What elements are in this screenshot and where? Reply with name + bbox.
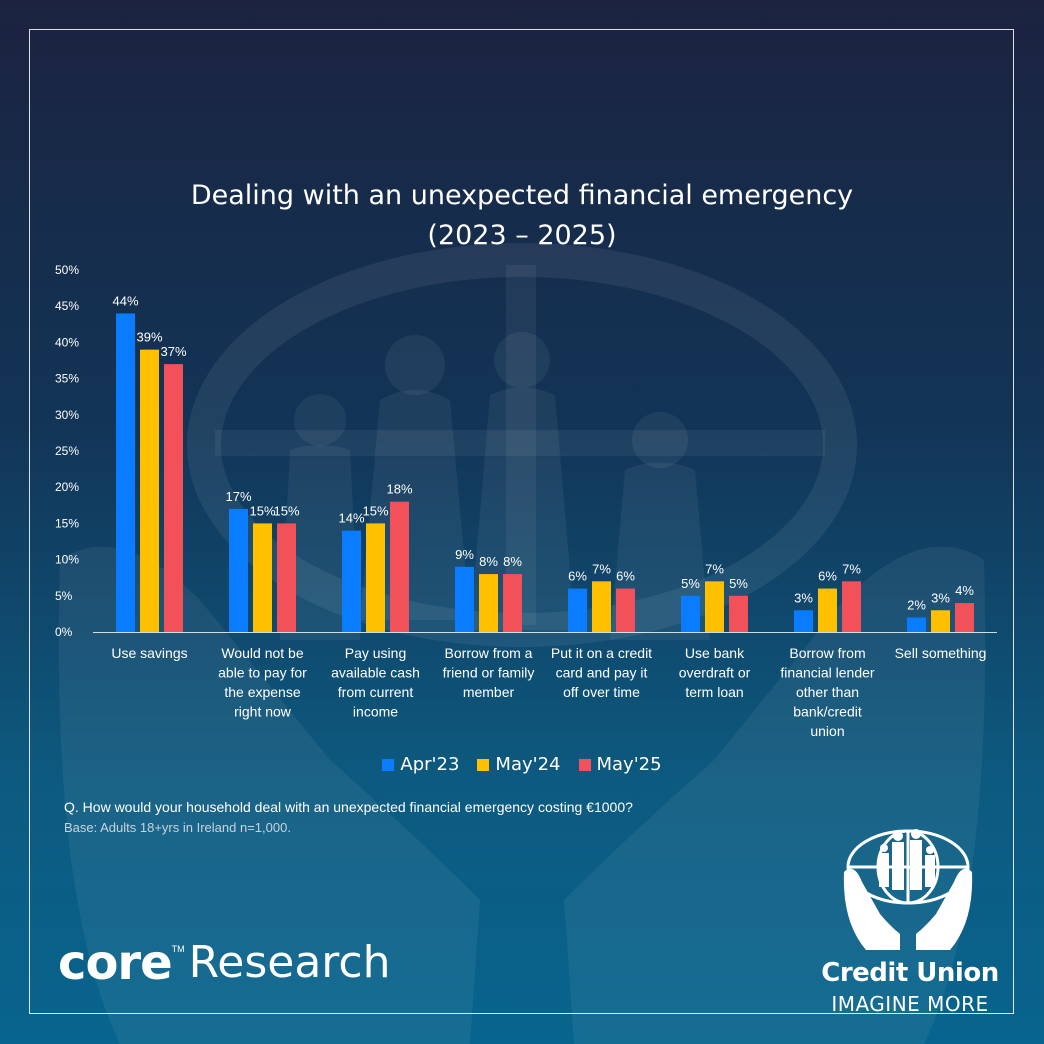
legend-swatch-may25 bbox=[578, 758, 591, 771]
y-tick-label: 40% bbox=[55, 335, 79, 349]
category-label: Pay using available cash from current incom… bbox=[331, 645, 420, 720]
core-logo-word: core bbox=[58, 935, 173, 991]
credit-union-name: Credit Union bbox=[821, 958, 999, 988]
bar bbox=[931, 610, 950, 632]
category-label: Borrow from financial lender other than ban… bbox=[780, 645, 875, 739]
y-tick-label: 0% bbox=[55, 625, 73, 639]
y-tick-label: 45% bbox=[55, 299, 79, 313]
data-label: 44% bbox=[112, 293, 138, 308]
bar bbox=[794, 610, 813, 632]
bar bbox=[503, 574, 522, 632]
survey-question: Q. How would your household deal with an… bbox=[64, 799, 633, 815]
data-label: 6% bbox=[616, 569, 635, 584]
legend-swatch-apr23 bbox=[382, 758, 395, 771]
y-tick-label: 20% bbox=[55, 480, 79, 494]
y-tick-label: 15% bbox=[55, 516, 79, 530]
bar bbox=[955, 603, 974, 632]
core-research-logo: core TM Research bbox=[58, 934, 390, 992]
data-label: 15% bbox=[273, 503, 299, 518]
data-label: 3% bbox=[931, 590, 950, 605]
data-label: 6% bbox=[818, 569, 837, 584]
bar bbox=[616, 588, 635, 632]
data-label: 6% bbox=[568, 569, 587, 584]
bar bbox=[842, 581, 861, 632]
bar bbox=[568, 588, 587, 632]
legend-item-may24: May'24 bbox=[477, 754, 561, 775]
survey-base: Base: Adults 18+yrs in Ireland n=1,000. bbox=[64, 820, 291, 835]
y-tick-label: 10% bbox=[55, 553, 79, 567]
category-label: Use savings bbox=[111, 645, 187, 661]
category-label: Put it on a credit card and pay it off ove… bbox=[551, 645, 652, 700]
core-logo-trademark: TM bbox=[171, 944, 185, 954]
bar bbox=[681, 595, 700, 632]
y-tick-label: 35% bbox=[55, 372, 79, 386]
data-label: 8% bbox=[503, 554, 522, 569]
legend-swatch-may24 bbox=[477, 758, 490, 771]
chart-subtitle: (2023 – 2025) bbox=[427, 220, 617, 251]
bar bbox=[116, 313, 135, 632]
data-label: 7% bbox=[842, 561, 861, 576]
bar bbox=[366, 523, 385, 632]
credit-union-tagline: IMAGINE MORE bbox=[831, 992, 989, 1016]
data-label: 9% bbox=[455, 547, 474, 562]
bar bbox=[729, 595, 748, 632]
data-label: 3% bbox=[794, 590, 813, 605]
legend-label-may24: May'24 bbox=[495, 754, 561, 775]
y-tick-label: 25% bbox=[55, 444, 79, 458]
data-label: 8% bbox=[479, 554, 498, 569]
data-label: 7% bbox=[705, 561, 724, 576]
legend-label-may25: May'25 bbox=[596, 754, 662, 775]
data-label: 18% bbox=[386, 482, 412, 497]
bar bbox=[479, 574, 498, 632]
bar bbox=[253, 523, 272, 632]
data-label: 5% bbox=[729, 576, 748, 591]
data-label: 14% bbox=[338, 511, 364, 526]
y-tick-label: 5% bbox=[55, 589, 73, 603]
bar bbox=[277, 523, 296, 632]
y-tick-label: 30% bbox=[55, 408, 79, 422]
data-label: 4% bbox=[955, 583, 974, 598]
data-label: 5% bbox=[681, 576, 700, 591]
category-label: Would not be able to pay for the expense ri… bbox=[218, 645, 307, 720]
data-label: 7% bbox=[592, 561, 611, 576]
core-logo-research: Research bbox=[188, 937, 391, 988]
bar bbox=[705, 581, 724, 632]
category-label: Borrow from a friend or family member bbox=[443, 645, 535, 700]
bar bbox=[907, 617, 926, 632]
data-label: 17% bbox=[225, 489, 251, 504]
data-label: 37% bbox=[160, 344, 186, 359]
bar bbox=[818, 588, 837, 632]
bar bbox=[342, 530, 361, 632]
chart-title-block: Dealing with an unexpected financial eme… bbox=[0, 176, 1044, 256]
chart-legend: Apr'23 May'24 May'25 bbox=[0, 754, 1044, 775]
bar bbox=[592, 581, 611, 632]
data-label: 15% bbox=[362, 503, 388, 518]
chart-title: Dealing with an unexpected financial eme… bbox=[190, 180, 854, 211]
bar bbox=[455, 566, 474, 632]
legend-label-apr23: Apr'23 bbox=[400, 754, 460, 775]
bar bbox=[164, 364, 183, 632]
data-label: 15% bbox=[249, 503, 275, 518]
y-tick-label: 50% bbox=[55, 263, 79, 277]
category-label: Use bank overdraft or term loan bbox=[679, 645, 751, 700]
bar bbox=[140, 349, 159, 632]
bar bbox=[229, 508, 248, 632]
chart-frame bbox=[29, 29, 1014, 1014]
legend-item-may25: May'25 bbox=[578, 754, 662, 775]
credit-union-emblem-icon bbox=[843, 829, 973, 950]
data-label: 2% bbox=[907, 598, 926, 613]
data-label: 39% bbox=[136, 330, 162, 345]
legend-item-apr23: Apr'23 bbox=[382, 754, 459, 775]
bar bbox=[390, 501, 409, 632]
category-label: Sell something bbox=[895, 645, 987, 661]
